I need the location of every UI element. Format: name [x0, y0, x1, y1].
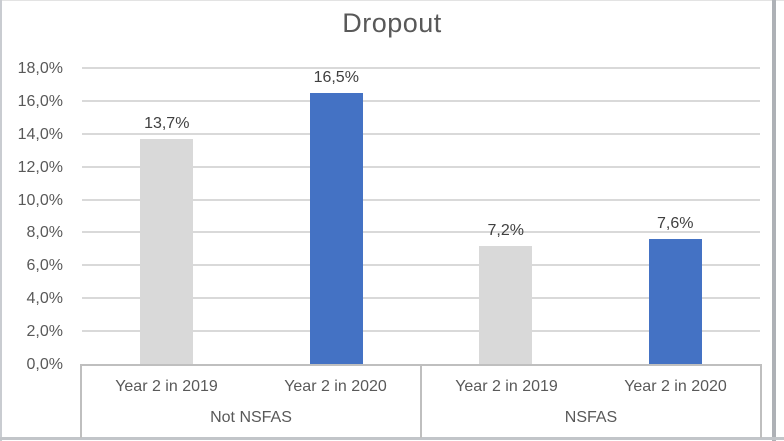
y-axis: 0,0% 2,0% 4,0% 6,0% 8,0% 10,0% 12,0% 14,0% 16,0%…	[0, 0, 63, 441]
y-tick-label: 10,0%	[17, 191, 63, 209]
category-label: Year 2 in 2020	[624, 378, 727, 395]
y-tick-label: 6,0%	[26, 257, 63, 275]
gridline	[82, 165, 760, 168]
bar-data-label: 7,6%	[657, 215, 694, 233]
y-tick-label: 16,0%	[17, 92, 63, 110]
group-label: NSFAS	[564, 409, 618, 426]
y-tick-label: 0,0%	[26, 356, 63, 373]
bar-data-label: 13,7%	[144, 114, 190, 132]
category-label-row: Year 2 in 2019 Year 2 in 2020	[422, 366, 760, 408]
gridline	[82, 99, 760, 102]
frame-border-top	[0, 0, 784, 1]
category-label-row: Year 2 in 2019 Year 2 in 2020	[82, 366, 420, 408]
gridline	[82, 67, 760, 69]
y-tick-label: 8,0%	[26, 224, 63, 242]
gridline	[82, 297, 760, 300]
chart-bar	[140, 138, 194, 364]
bar-data-label: 16,5%	[313, 68, 359, 86]
group-label: Not NSFAS	[210, 409, 292, 426]
y-tick-label: 18,0%	[17, 60, 63, 77]
category-label: Year 2 in 2019	[455, 378, 558, 395]
frame-border-bottom	[0, 437, 784, 440]
gridline	[82, 132, 760, 135]
chart-bar	[648, 239, 702, 364]
group-cell: Year 2 in 2019 Year 2 in 2020 Not NSFAS	[82, 366, 420, 438]
y-tick-label: 12,0%	[17, 158, 63, 176]
y-tick-label: 14,0%	[17, 125, 63, 143]
chart-bar	[309, 92, 363, 364]
category-label: Year 2 in 2020	[284, 378, 387, 395]
chart-title: Dropout	[342, 8, 442, 38]
gridline	[82, 231, 760, 234]
gridline	[82, 198, 760, 201]
y-tick-label: 2,0%	[26, 323, 63, 341]
y-tick-label: 4,0%	[26, 290, 63, 308]
gridline	[82, 264, 760, 267]
group-cell: Year 2 in 2019 Year 2 in 2020 NSFAS	[420, 366, 760, 438]
plot-area: 13,7% 16,5% 7,2% 7,6%	[82, 67, 760, 364]
bar-data-label: 7,2%	[487, 221, 524, 239]
frame-border-left	[0, 0, 2, 441]
frame-border-right	[772, 0, 776, 441]
category-axis: Year 2 in 2019 Year 2 in 2020 Not NSFAS Yea…	[80, 364, 762, 438]
category-label: Year 2 in 2019	[115, 378, 218, 395]
gridline	[82, 330, 760, 333]
chart-bar	[479, 245, 533, 364]
